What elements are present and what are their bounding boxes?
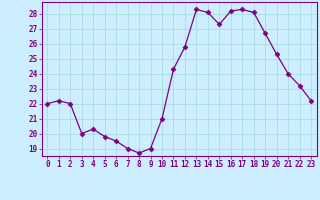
Text: Windchill (Refroidissement éolien,°C): Windchill (Refroidissement éolien,°C) [70, 184, 288, 194]
